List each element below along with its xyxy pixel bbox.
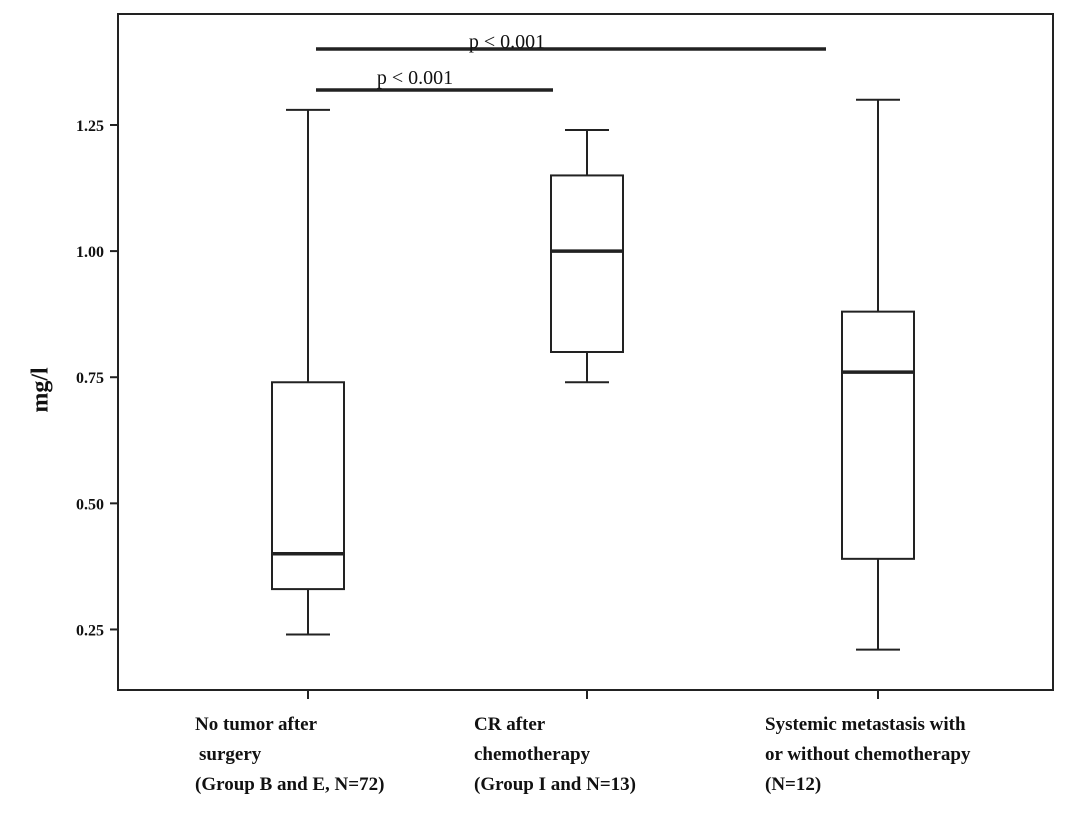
y-axis-label: mg/l [28, 367, 54, 413]
x-tick-label: (N=12) [765, 774, 821, 795]
y-tick-label: 0.50 [76, 496, 104, 513]
x-tick-label: (Group I and N=13) [474, 774, 636, 795]
significance-label: p < 0.001 [377, 67, 453, 89]
x-tick-label: CR after [474, 714, 546, 735]
significance-label: p < 0.001 [469, 31, 545, 53]
x-tick-label: (Group B and E, N=72) [195, 774, 384, 795]
x-tick-label: or without chemotherapy [765, 744, 971, 765]
y-tick-label: 0.75 [76, 370, 104, 387]
x-tick-label: surgery [199, 744, 262, 765]
box [271, 381, 345, 591]
y-tick-label: 1.25 [76, 118, 104, 135]
plot-frame [117, 13, 1054, 691]
y-tick-label: 1.00 [76, 244, 104, 261]
x-tick-label: No tumor after [195, 714, 318, 735]
box [841, 310, 915, 560]
x-tick-label: Systemic metastasis with [765, 714, 966, 735]
box [550, 174, 624, 353]
x-tick-label: chemotherapy [474, 744, 591, 765]
y-tick-label: 0.25 [76, 622, 104, 639]
